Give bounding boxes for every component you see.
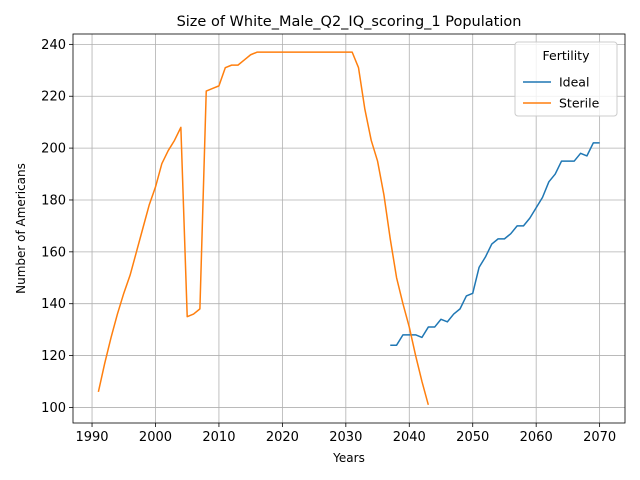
y-tick-label: 240 [41, 38, 66, 53]
legend: Fertility Ideal Sterile [515, 42, 617, 116]
y-tick-label: 180 [41, 193, 66, 208]
y-axis-label: Number of Americans [14, 163, 28, 294]
chart-title: Size of White_Male_Q2_IQ_scoring_1 Popul… [177, 14, 522, 30]
y-tick-label: 200 [41, 142, 66, 157]
x-tick-label: 2070 [583, 430, 616, 445]
y-tick-label: 140 [41, 297, 66, 312]
x-tick-label: 2060 [520, 430, 553, 445]
legend-label-sterile: Sterile [559, 96, 600, 111]
x-tick-label: 2010 [202, 430, 235, 445]
x-tick-label: 2030 [329, 430, 362, 445]
y-tick-label: 100 [41, 401, 66, 416]
x-tick-label: 2000 [139, 430, 172, 445]
x-axis-label: Years [332, 451, 365, 465]
legend-title: Fertility [543, 48, 591, 63]
y-tick-label: 160 [41, 245, 66, 260]
x-tick-label: 2050 [456, 430, 489, 445]
y-tick-label: 220 [41, 90, 66, 105]
legend-label-ideal: Ideal [559, 75, 589, 90]
x-tick-label: 2020 [266, 430, 299, 445]
y-tick-label: 120 [41, 349, 66, 364]
x-tick-label: 2040 [393, 430, 426, 445]
x-tick-label: 1990 [75, 430, 108, 445]
